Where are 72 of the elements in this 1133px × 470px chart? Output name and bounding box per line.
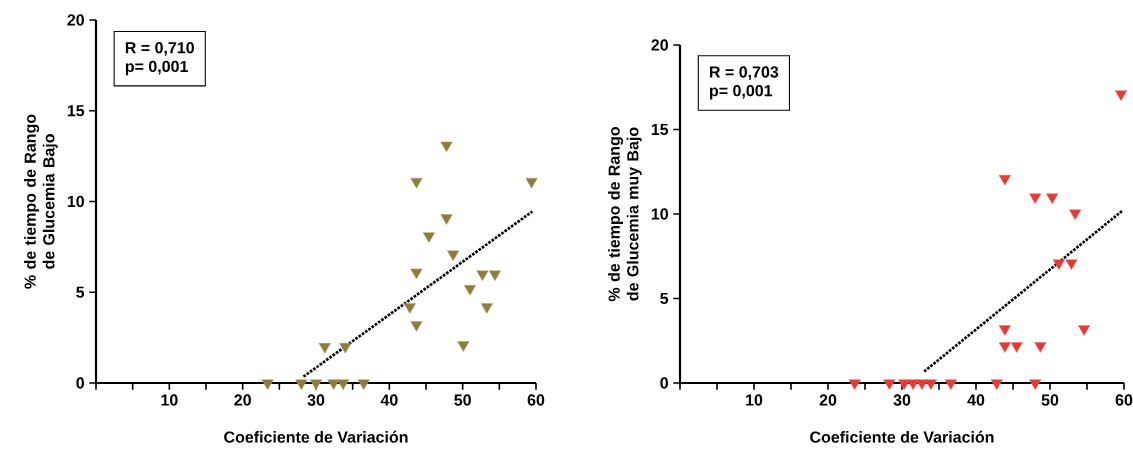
point [327, 379, 340, 390]
x-tick-label: 30 [893, 394, 911, 406]
x-tick-label: 30 [307, 394, 325, 406]
point [998, 342, 1011, 353]
x-tick-label: 20 [234, 394, 251, 406]
point [907, 379, 920, 390]
annotation: R = 0,710 [125, 42, 194, 56]
y-tick-label: 0 [660, 377, 668, 389]
point [440, 141, 453, 153]
x-tick-label: 50 [454, 394, 471, 406]
y-tick-label: 10 [651, 208, 668, 220]
point [309, 379, 323, 390]
x-tick-label: 60 [1115, 394, 1133, 406]
point [944, 379, 957, 390]
point [457, 341, 470, 352]
point [525, 177, 538, 189]
point [848, 379, 861, 390]
point [339, 343, 352, 354]
point [261, 379, 274, 390]
x-tick-label: 40 [967, 394, 985, 406]
point [1046, 193, 1059, 205]
point [1077, 325, 1091, 336]
point [463, 285, 477, 296]
y-tick-label: 0 [76, 377, 84, 389]
x-axis-title: Coeficiente de Variación [224, 430, 408, 443]
point [410, 177, 423, 189]
point [1052, 259, 1065, 270]
point [1065, 259, 1078, 270]
point [422, 232, 435, 243]
y-tick-label: 20 [651, 39, 668, 51]
x-tick-label: 20 [819, 394, 837, 406]
x-tick-label: 10 [161, 394, 178, 406]
point [480, 303, 493, 314]
point [440, 214, 453, 225]
x-tick-label: 10 [746, 394, 763, 406]
point [410, 268, 423, 280]
point [1029, 379, 1042, 390]
point [924, 379, 937, 390]
x-tick-label: 50 [1041, 394, 1059, 406]
point [1029, 193, 1042, 205]
point [898, 379, 911, 390]
point [998, 325, 1011, 336]
point [1069, 209, 1082, 221]
point [1034, 342, 1047, 353]
point [998, 174, 1011, 186]
point [337, 379, 350, 390]
point [410, 321, 423, 332]
y-axis-title: % de tiempo de Rango de Glucemia Bajo [24, 114, 58, 289]
annotation: R = 0,703 [710, 66, 779, 80]
point [403, 303, 416, 314]
point [488, 270, 501, 282]
point [295, 379, 308, 390]
point [883, 379, 896, 390]
y-tick-label: 5 [76, 286, 85, 298]
annotation: p= 0,001 [125, 60, 188, 76]
y-tick-label: 10 [67, 195, 84, 208]
y-tick-label: 15 [67, 105, 85, 117]
point [357, 379, 370, 390]
y-tick-label: 15 [651, 123, 669, 136]
x-tick-label: 40 [380, 394, 398, 406]
annotation: p= 0,001 [710, 85, 773, 100]
y-tick-label: 5 [660, 292, 669, 305]
point [476, 270, 489, 282]
x-axis-title: Coeficiente de Variación [810, 430, 994, 443]
point [447, 250, 460, 262]
point [990, 379, 1003, 390]
point [1010, 342, 1023, 353]
y-axis-title: % de tiempo de Rango de Glucemia muy Bajo [608, 127, 642, 302]
point [318, 343, 331, 354]
y-tick-label: 20 [67, 14, 84, 26]
x-tick-label: 60 [527, 394, 545, 406]
point [915, 379, 929, 390]
